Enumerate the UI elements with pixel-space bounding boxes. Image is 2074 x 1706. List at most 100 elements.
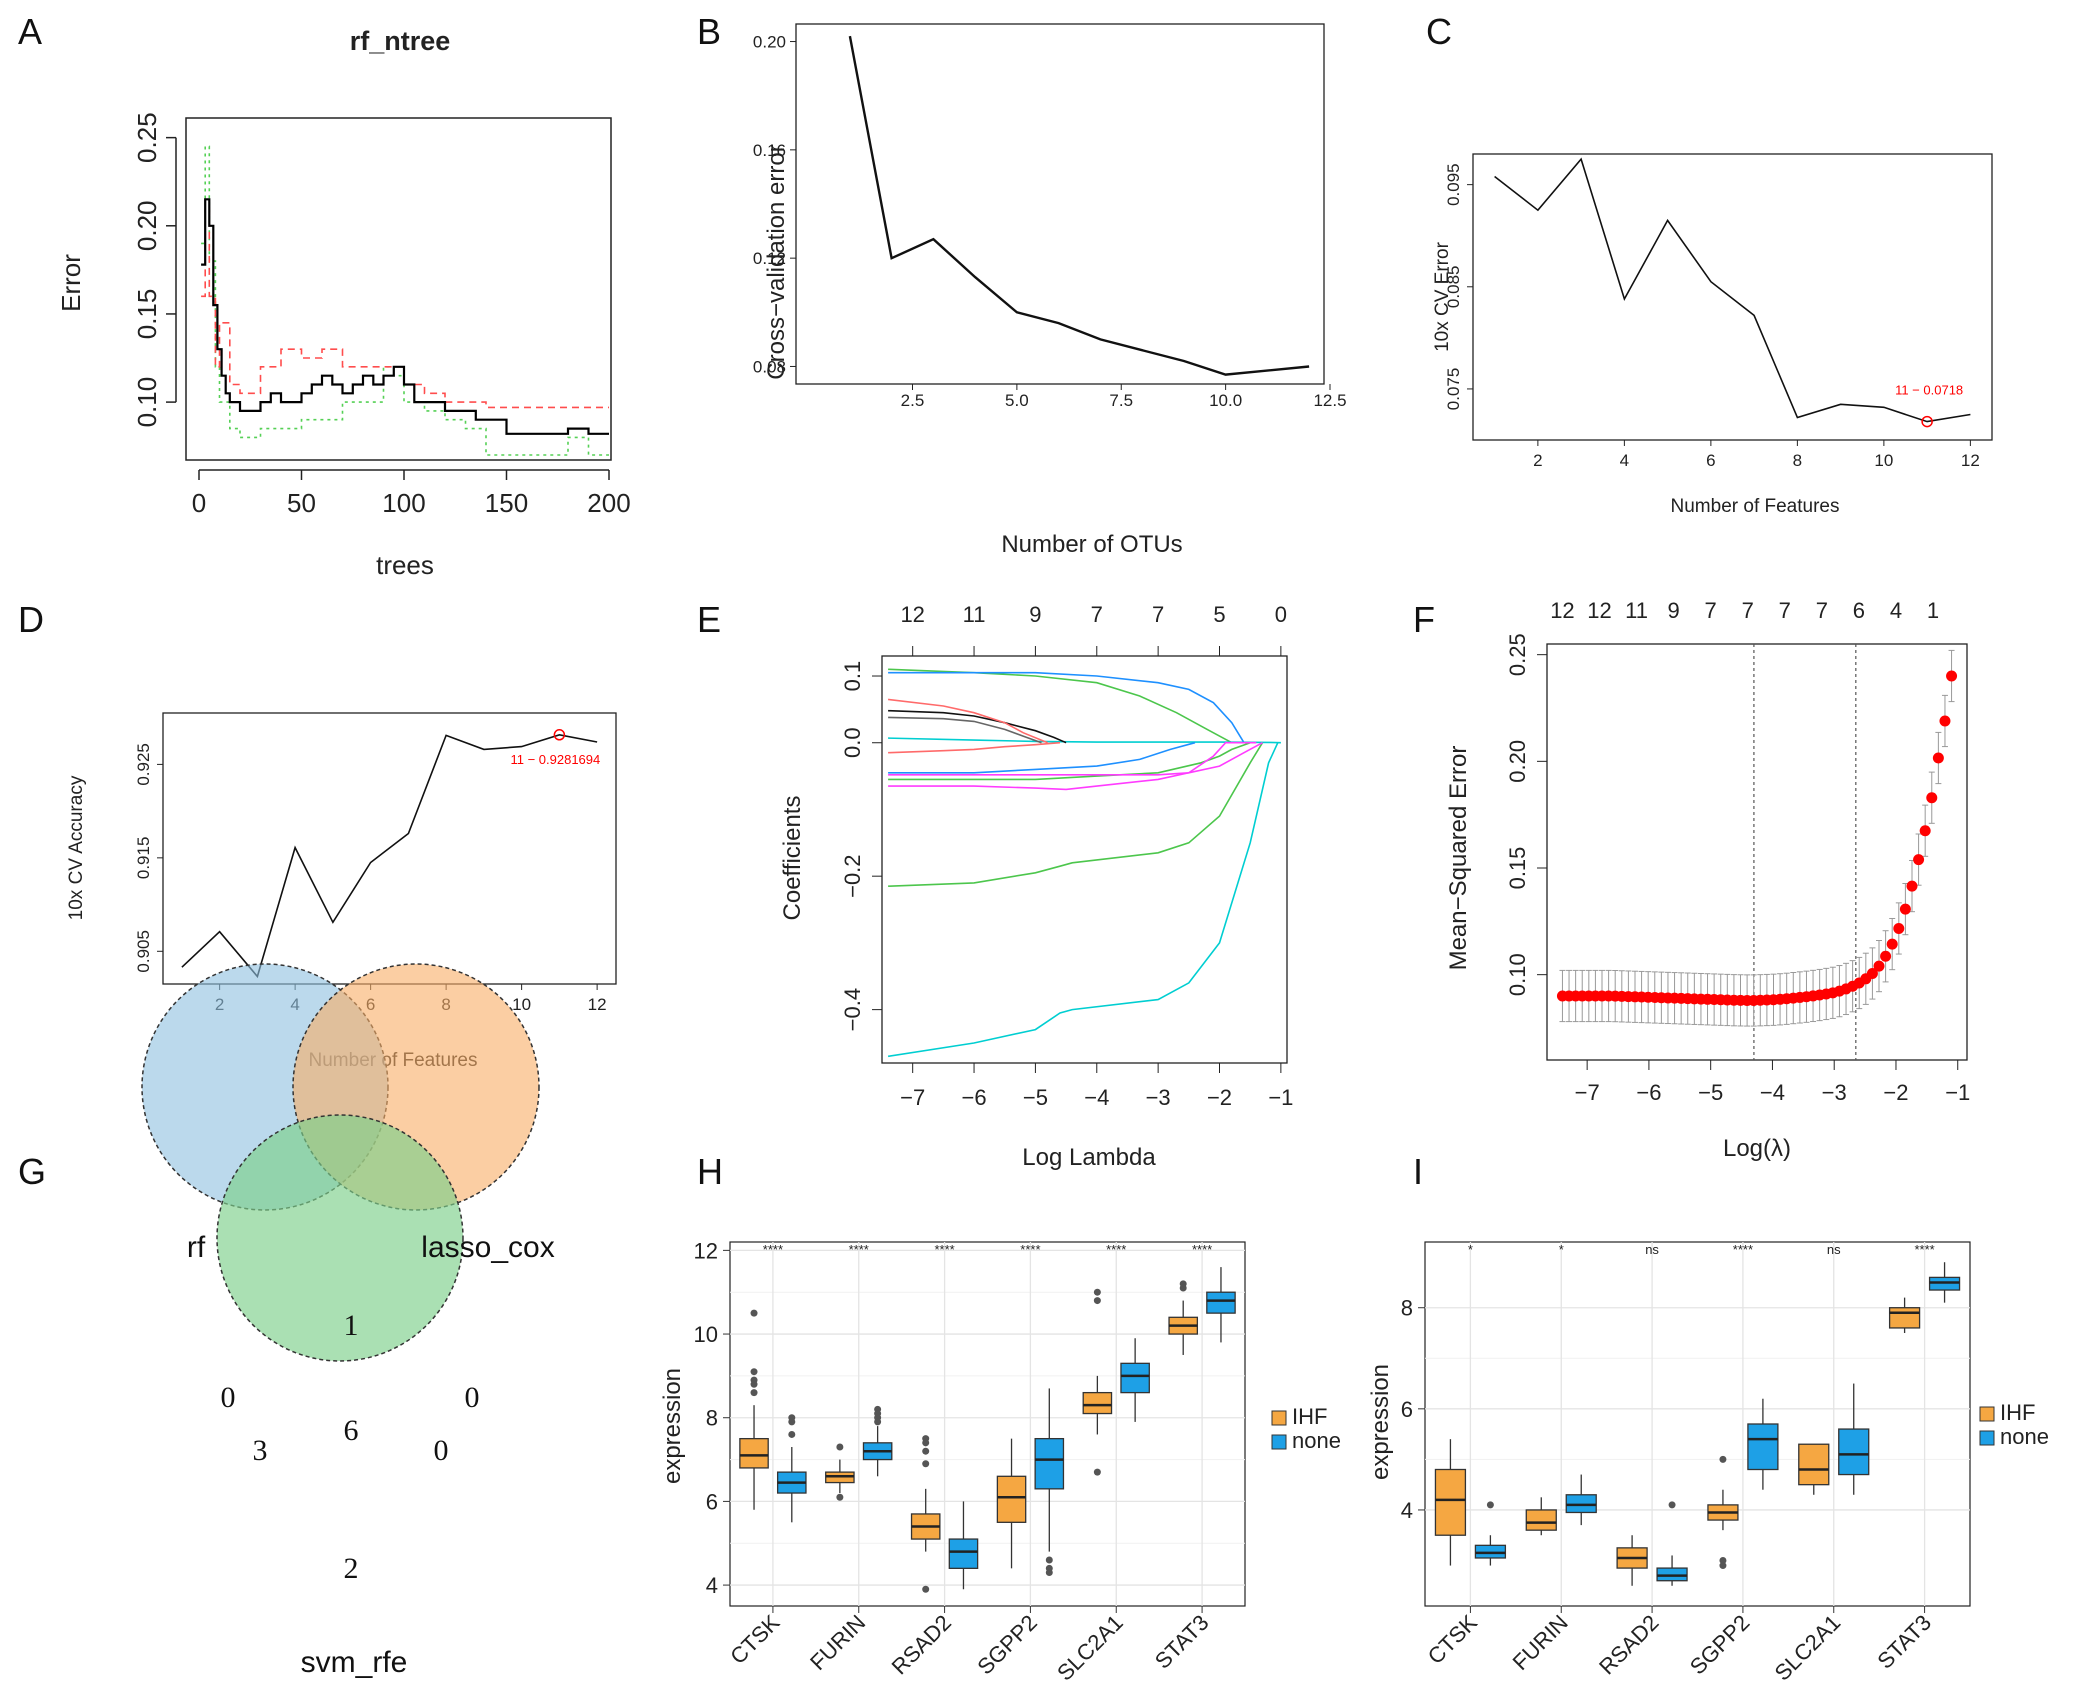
y-tick-label: 4 [1401, 1498, 1413, 1523]
outlier-point [922, 1585, 930, 1593]
y-tick-label: 0.25 [132, 112, 162, 163]
outlier-point [922, 1447, 930, 1455]
mse-point [1919, 825, 1931, 837]
x-tick-label: 100 [382, 488, 425, 518]
x-tick-label: SGPP2 [972, 1610, 1042, 1680]
mse-point [1926, 792, 1938, 804]
y-tick-label: 0.15 [1505, 847, 1530, 890]
y-axis-label: Mean−Squared Error [1445, 746, 1472, 971]
set-label-rf: rf [187, 1231, 206, 1264]
x-axis-label: Log Lambda [1022, 1144, 1156, 1171]
series-line-oob [201, 198, 609, 435]
x-tick-label: STAT3 [1150, 1610, 1214, 1674]
y-tick-label: 6 [1401, 1397, 1413, 1422]
significance-label: ns [1645, 1242, 1659, 1257]
outlier-point [874, 1418, 882, 1426]
top-count-label: 11 [963, 602, 986, 627]
outlier-point [1719, 1557, 1727, 1564]
outlier-point [922, 1460, 930, 1468]
best-point-marker [1921, 415, 1933, 428]
y-tick-label: 0.905 [134, 930, 153, 973]
venn-count-svm-only: 2 [344, 1552, 359, 1585]
y-tick-label: 0.08 [753, 357, 786, 376]
y-tick-label: 0.915 [134, 837, 153, 880]
y-axis-label: 10x CV Error [1432, 241, 1453, 351]
significance-label: **** [849, 1242, 869, 1257]
box-none [1120, 1362, 1150, 1394]
x-tick-label: 7.5 [1109, 391, 1133, 410]
top-count-label: 1 [1927, 598, 1939, 623]
x-tick-label: STAT3 [1872, 1610, 1936, 1674]
y-tick-label: 0.16 [753, 141, 786, 160]
x-tick-label: −3 [1822, 1080, 1847, 1105]
coefficient-path-9 [888, 741, 1061, 754]
outlier-point [1486, 1501, 1494, 1509]
y-axis-label: 10x CV Accuracy [66, 775, 87, 920]
legend-label-none: none [1292, 1428, 1341, 1453]
box-none [1206, 1291, 1236, 1314]
set-label-svm-rfe: svm_rfe [301, 1646, 408, 1679]
y-tick-label: 0.20 [1505, 740, 1530, 783]
panel-letter: G [18, 1151, 46, 1192]
y-tick-label: 0.10 [1505, 953, 1530, 996]
outlier-point [1045, 1569, 1053, 1577]
box-none [948, 1538, 979, 1569]
set-label-lasso-cox: lasso_cox [421, 1231, 554, 1264]
x-tick-label: −6 [1636, 1080, 1661, 1105]
venn-count-rf-svm: 3 [253, 1434, 268, 1467]
y-tick-label: −0.2 [840, 854, 865, 897]
coefficient-path-2 [888, 742, 1264, 887]
outlier-point [1719, 1455, 1727, 1463]
y-tick-label: 0.10 [132, 377, 162, 428]
significance-label: **** [1733, 1242, 1753, 1257]
coefficient-path-11 [888, 741, 1251, 781]
panel-letter: A [18, 11, 42, 52]
top-count-label: 9 [1029, 602, 1041, 627]
top-count-label: 7 [1705, 598, 1717, 623]
x-tick-label: −1 [1268, 1085, 1293, 1110]
y-tick-label: 8 [706, 1406, 718, 1431]
plot-panel [729, 1241, 1246, 1607]
x-tick-label: FURIN [1508, 1610, 1573, 1675]
significance-label: **** [1020, 1242, 1040, 1257]
top-count-label: 5 [1213, 602, 1225, 627]
x-tick-label: FURIN [805, 1610, 870, 1675]
x-tick-label: −4 [1760, 1080, 1785, 1105]
mse-point [1866, 967, 1878, 979]
best-point-annotation: 11 − 0.9281694 [510, 752, 600, 767]
outlier-point [750, 1380, 758, 1388]
outlier-point [1668, 1501, 1676, 1509]
box-none [1928, 1276, 1961, 1291]
y-tick-label: 0.12 [753, 249, 786, 268]
box-ihf [1888, 1307, 1921, 1329]
mse-point [1873, 960, 1885, 972]
y-tick-label: 0.925 [134, 743, 153, 786]
panel-letter: H [697, 1151, 723, 1192]
outlier-point [1179, 1284, 1187, 1292]
mse-point [1906, 880, 1918, 892]
outlier-point [922, 1439, 930, 1447]
outlier-point [836, 1493, 844, 1501]
panel-letter: C [1426, 11, 1452, 52]
y-axis-label: expression [1367, 1364, 1394, 1480]
x-tick-label: 5.0 [1005, 391, 1029, 410]
top-count-label: 6 [1853, 598, 1865, 623]
x-tick-label: −1 [1945, 1080, 1970, 1105]
top-count-label: 12 [1587, 598, 1611, 623]
x-tick-label: −4 [1084, 1085, 1109, 1110]
plot-frame [1472, 153, 1993, 441]
x-tick-label: 12 [1961, 451, 1980, 470]
plot-frame [1546, 643, 1968, 1061]
box-none [1034, 1437, 1065, 1490]
box-ihf [739, 1437, 769, 1469]
mse-point [1899, 903, 1911, 915]
x-tick-label: −3 [1146, 1085, 1171, 1110]
y-axis-label: Cross−validation error [763, 144, 790, 379]
mse-point [1913, 854, 1925, 866]
outlier-point [1719, 1562, 1727, 1570]
venn-count-lasso-svm: 0 [434, 1434, 449, 1467]
legend-label-ihf: IHF [2000, 1400, 2035, 1425]
top-count-label: 11 [1625, 598, 1648, 623]
significance-label: **** [1106, 1242, 1126, 1257]
